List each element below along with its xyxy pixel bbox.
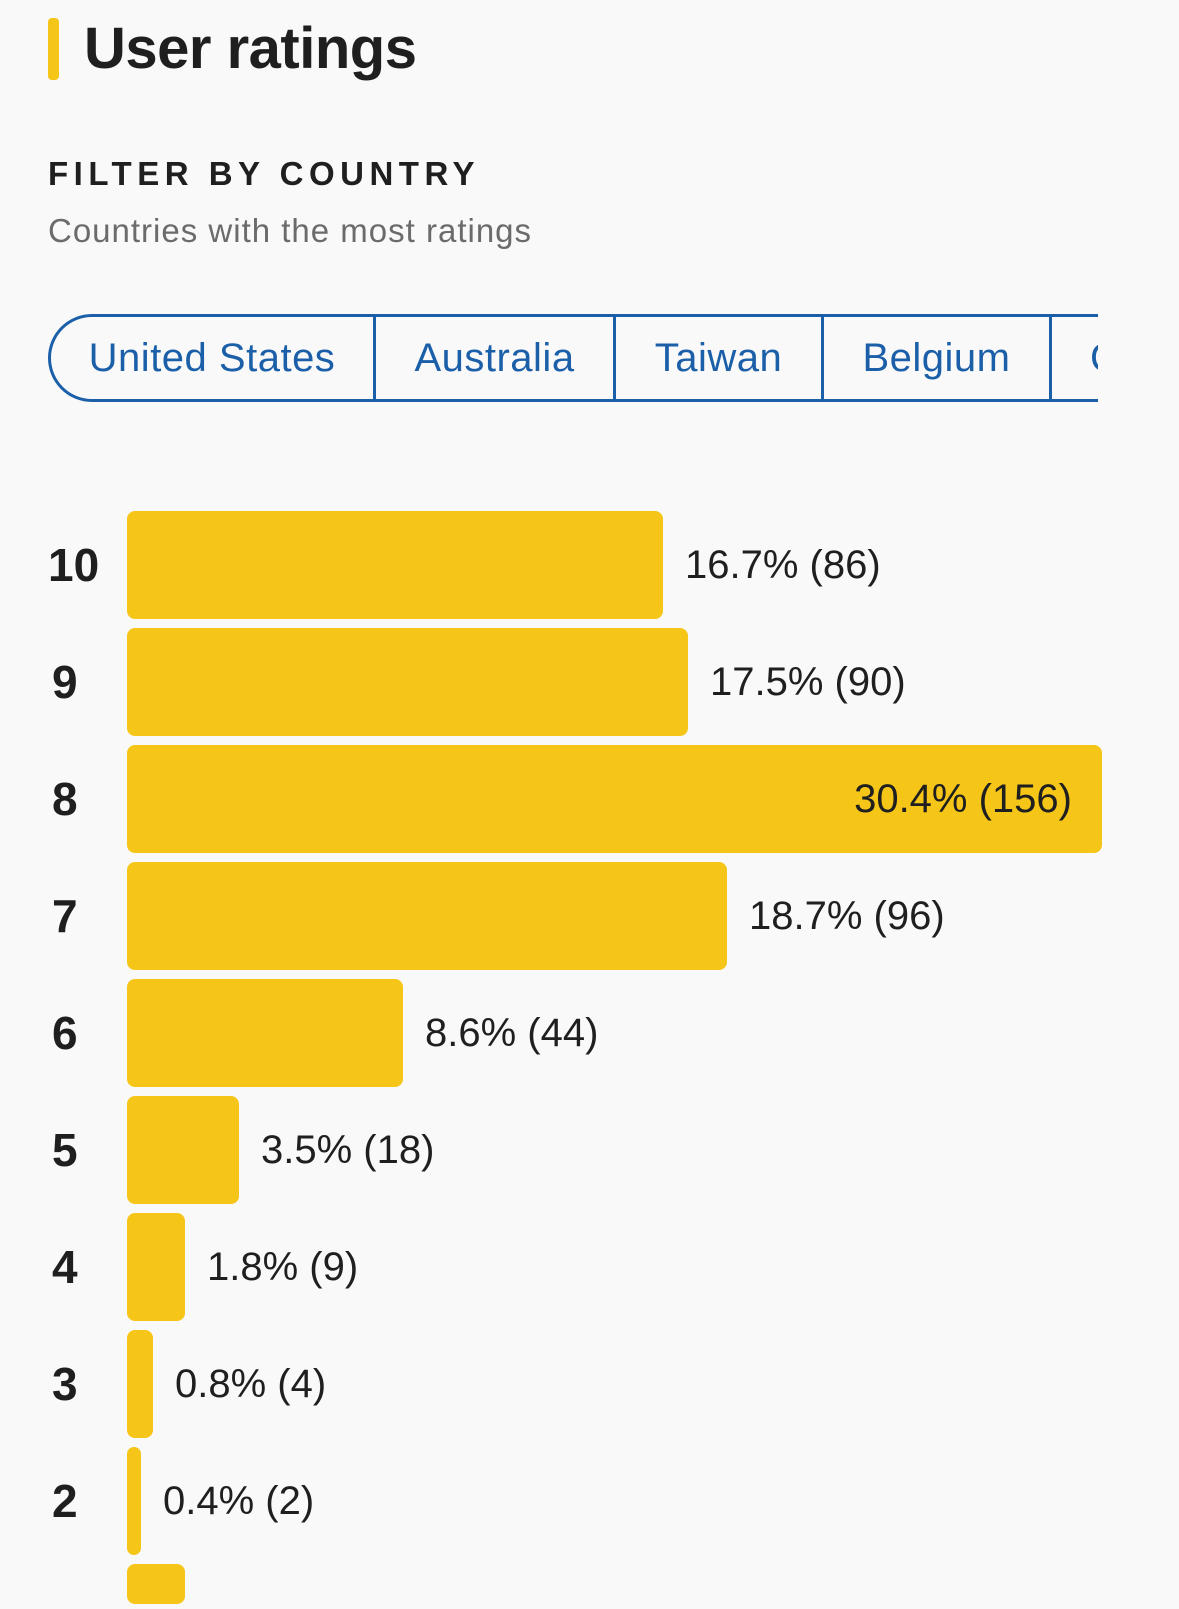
rating-value-6: 8.6% (44) xyxy=(425,1010,599,1055)
country-chip-australia[interactable]: Australia xyxy=(376,314,616,402)
rating-label-7: 7 xyxy=(52,890,78,942)
rating-row-10: 10 16.7% (86) xyxy=(0,511,1179,619)
rating-bar-cutoff xyxy=(127,1564,185,1604)
rating-row-2: 2 0.4% (2) xyxy=(0,1447,1179,1555)
country-chip-taiwan[interactable]: Taiwan xyxy=(616,314,824,402)
rating-row-4: 4 1.8% (9) xyxy=(0,1213,1179,1321)
rating-bar-9 xyxy=(127,628,688,736)
rating-label-10: 10 xyxy=(48,539,100,591)
rating-bar-10 xyxy=(127,511,663,619)
rating-value-9: 17.5% (90) xyxy=(710,659,906,704)
country-chip-united-states[interactable]: United States xyxy=(48,314,376,402)
rating-value-4: 1.8% (9) xyxy=(207,1244,359,1289)
rating-bar-5 xyxy=(127,1096,239,1204)
rating-label-6: 6 xyxy=(52,1007,78,1059)
rating-row-3: 3 0.8% (4) xyxy=(0,1330,1179,1438)
rating-label-3: 3 xyxy=(52,1358,78,1410)
country-chip-partial[interactable]: C xyxy=(1052,314,1098,402)
rating-row-8: 8 30.4% (156) xyxy=(0,745,1179,853)
rating-bar-3 xyxy=(127,1330,153,1438)
rating-label-8: 8 xyxy=(52,773,78,825)
rating-bar-6 xyxy=(127,979,403,1087)
rating-value-3: 0.8% (4) xyxy=(175,1361,327,1406)
rating-value-8: 30.4% (156) xyxy=(854,776,1072,821)
filter-heading: FILTER BY COUNTRY xyxy=(48,155,481,192)
rating-bar-2 xyxy=(127,1447,141,1555)
rating-value-7: 18.7% (96) xyxy=(749,893,945,938)
rating-value-2: 0.4% (2) xyxy=(163,1478,315,1523)
rating-value-10: 16.7% (86) xyxy=(685,542,881,587)
rating-label-4: 4 xyxy=(52,1241,78,1293)
country-filter-chips: United States Australia Taiwan Belgium C xyxy=(48,314,1098,402)
section-title: User ratings xyxy=(84,16,417,81)
filter-subtitle: Countries with the most ratings xyxy=(48,212,533,249)
country-chip-belgium[interactable]: Belgium xyxy=(824,314,1052,402)
rating-row-5: 5 3.5% (18) xyxy=(0,1096,1179,1204)
rating-bar-4 xyxy=(127,1213,185,1321)
rating-bar-8 xyxy=(127,745,1102,853)
rating-bar-7 xyxy=(127,862,727,970)
rating-row-7: 7 18.7% (96) xyxy=(0,862,1179,970)
rating-value-5: 3.5% (18) xyxy=(261,1127,435,1172)
rating-label-2: 2 xyxy=(52,1475,78,1527)
rating-row-6: 6 8.6% (44) xyxy=(0,979,1179,1087)
rating-label-9: 9 xyxy=(52,656,78,708)
title-accent-bar xyxy=(48,18,59,80)
section-header: User ratings xyxy=(48,16,417,81)
rating-label-5: 5 xyxy=(52,1124,78,1176)
rating-row-9: 9 17.5% (90) xyxy=(0,628,1179,736)
